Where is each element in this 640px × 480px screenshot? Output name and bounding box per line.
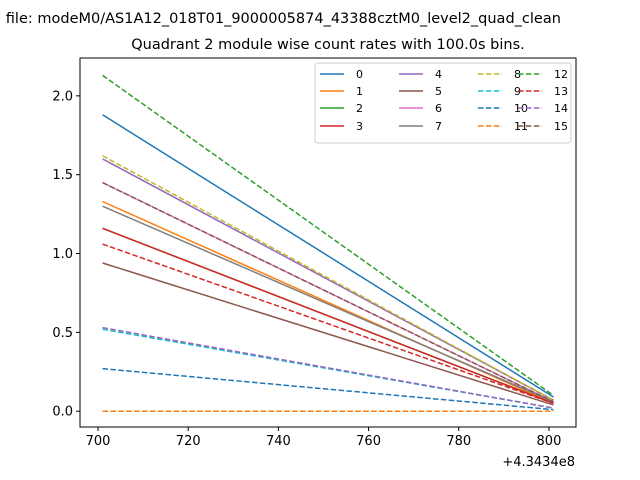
legend-label-9: 9 xyxy=(514,85,521,98)
y-axis: 0.0 0.5 1.0 1.5 2.0 xyxy=(52,89,80,420)
legend-label-14: 14 xyxy=(554,102,568,115)
series-line-7 xyxy=(102,205,554,403)
y-tick-label: 0.5 xyxy=(52,326,73,341)
y-tick-label: 1.5 xyxy=(52,168,73,183)
series-line-8 xyxy=(102,155,554,401)
y-tick-label: 2.0 xyxy=(52,89,73,104)
legend-label-2: 2 xyxy=(356,102,363,115)
x-tick-label: 720 xyxy=(176,434,201,449)
x-tick-label: 780 xyxy=(446,434,471,449)
legend-label-4: 4 xyxy=(435,68,442,81)
legend-label-6: 6 xyxy=(435,102,442,115)
series-line-12 xyxy=(102,74,554,397)
series-line-14 xyxy=(102,326,554,409)
series-line-0 xyxy=(102,114,554,398)
series-layer xyxy=(102,74,554,412)
legend-label-8: 8 xyxy=(514,68,521,81)
legend-label-0: 0 xyxy=(356,68,363,81)
legend-label-5: 5 xyxy=(435,85,442,98)
x-axis: 700 720 740 760 780 800 xyxy=(86,427,562,449)
legend-label-12: 12 xyxy=(554,68,568,81)
y-tick-label: 0.0 xyxy=(52,405,73,420)
series-line-5 xyxy=(102,262,554,406)
legend-label-7: 7 xyxy=(435,120,442,133)
axes-frame xyxy=(79,57,577,428)
chart-title: Quadrant 2 module wise count rates with … xyxy=(131,37,525,53)
series-line-10 xyxy=(102,367,554,411)
x-tick-label: 700 xyxy=(86,434,111,449)
y-tick-label: 1.0 xyxy=(52,247,73,262)
x-tick-label: 740 xyxy=(266,434,291,449)
series-line-15 xyxy=(102,181,554,403)
x-tick-label: 800 xyxy=(537,434,562,449)
legend-box xyxy=(314,62,572,144)
x-offset-label: +4.3434e8 xyxy=(502,455,575,470)
series-line-3 xyxy=(102,227,554,405)
x-tick-label: 760 xyxy=(356,434,381,449)
legend-label-1: 1 xyxy=(356,85,363,98)
figure-suptitle: n file: modeM0/AS1A12_018T01_9000005874_… xyxy=(0,11,561,27)
legend-label-15: 15 xyxy=(554,120,568,133)
series-line-13 xyxy=(102,243,554,405)
legend-label-3: 3 xyxy=(356,120,363,133)
legend-label-13: 13 xyxy=(554,85,568,98)
